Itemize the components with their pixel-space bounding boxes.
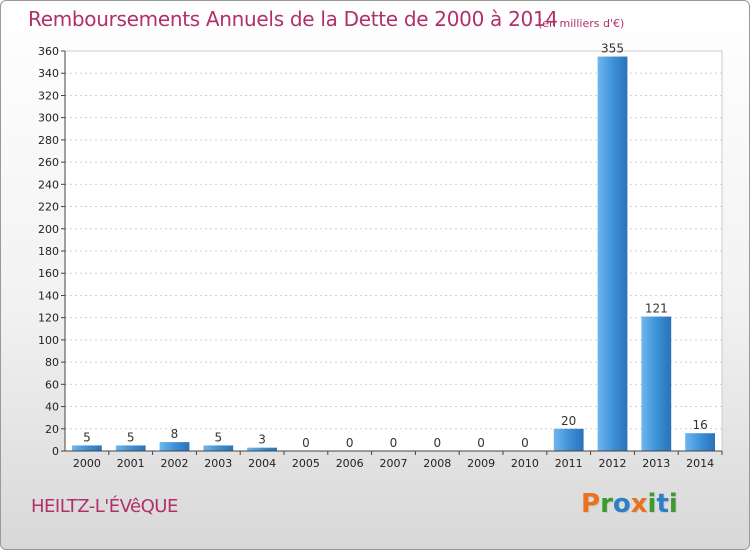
logo-letter: i bbox=[668, 489, 678, 519]
x-tick-label-2005: 2005 bbox=[292, 457, 320, 470]
x-tick-label-2007: 2007 bbox=[380, 457, 408, 470]
value-label-2007: 0 bbox=[390, 436, 398, 450]
y-tick-label: 180 bbox=[38, 245, 59, 258]
y-tick-label: 40 bbox=[45, 401, 59, 414]
x-tick-label-2008: 2008 bbox=[423, 457, 451, 470]
x-tick-label-2000: 2000 bbox=[73, 457, 101, 470]
x-tick-label-2004: 2004 bbox=[248, 457, 276, 470]
y-tick-label: 280 bbox=[38, 134, 59, 147]
x-tick-label-2013: 2013 bbox=[642, 457, 670, 470]
y-tick-label: 300 bbox=[38, 112, 59, 125]
x-tick-label-2014: 2014 bbox=[686, 457, 714, 470]
bar-2003 bbox=[203, 445, 234, 451]
logo-letter: r bbox=[600, 489, 613, 519]
value-label-2005: 0 bbox=[302, 436, 310, 450]
y-tick-label: 260 bbox=[38, 156, 59, 169]
x-tick-label-2003: 2003 bbox=[204, 457, 232, 470]
x-tick-label-2010: 2010 bbox=[511, 457, 539, 470]
y-tick-label: 220 bbox=[38, 201, 59, 214]
y-tick-label: 140 bbox=[38, 289, 59, 302]
logo-letter: P bbox=[581, 489, 601, 519]
x-tick-label-2002: 2002 bbox=[161, 457, 189, 470]
y-tick-label: 360 bbox=[38, 45, 59, 58]
value-label-2009: 0 bbox=[477, 436, 485, 450]
y-tick-label: 100 bbox=[38, 334, 59, 347]
bar-2014 bbox=[685, 433, 715, 451]
x-tick-label-2009: 2009 bbox=[467, 457, 495, 470]
proxiti-logo: Proxiti bbox=[581, 489, 678, 519]
x-tick-label-2001: 2001 bbox=[117, 457, 145, 470]
x-tick-label-2006: 2006 bbox=[336, 457, 364, 470]
value-label-2011: 20 bbox=[561, 414, 576, 428]
y-tick-label: 80 bbox=[45, 356, 59, 369]
value-label-2004: 3 bbox=[258, 433, 266, 447]
bar-2012 bbox=[597, 56, 628, 452]
value-label-2001: 5 bbox=[127, 430, 135, 444]
y-tick-label: 60 bbox=[45, 378, 59, 391]
bar-2011 bbox=[553, 428, 584, 451]
logo-letter: i bbox=[647, 489, 657, 519]
value-label-2014: 16 bbox=[692, 418, 707, 432]
bar-2004 bbox=[247, 447, 277, 451]
y-tick-label: 200 bbox=[38, 223, 59, 236]
bar-2001 bbox=[115, 445, 146, 451]
chart-title: Remboursements Annuels de la Dette de 20… bbox=[28, 7, 558, 31]
y-tick-label: 120 bbox=[38, 312, 59, 325]
x-axis: 2000 2001 2002 2003 2004 2005 2006 2007 2008 2009… bbox=[73, 451, 723, 470]
y-tick-label: 240 bbox=[38, 178, 59, 191]
y-tick-label: 160 bbox=[38, 267, 59, 280]
value-label-2002: 8 bbox=[171, 427, 179, 441]
logo-letter: t bbox=[656, 489, 669, 519]
value-label-2013: 121 bbox=[645, 302, 668, 316]
bars: 5 5 8 5 3 0 0 0 0 0 0 20 355 121 16 bbox=[72, 42, 715, 452]
logo-letter: x bbox=[630, 489, 648, 519]
value-label-2008: 0 bbox=[433, 436, 441, 450]
bar-2000 bbox=[72, 445, 102, 451]
value-label-2006: 0 bbox=[346, 436, 354, 450]
bar-2002 bbox=[159, 442, 190, 451]
value-label-2010: 0 bbox=[521, 436, 529, 450]
y-tick-label: 320 bbox=[38, 89, 59, 102]
value-label-2003: 5 bbox=[214, 430, 222, 444]
y-axis: 0 20 40 60 80 100 120 140 160 180 200 220 240 260 280 3… bbox=[38, 45, 65, 458]
x-tick-label-2012: 2012 bbox=[599, 457, 627, 470]
value-label-2000: 5 bbox=[83, 430, 91, 444]
commune-name: HEILTZ-L'ÉVêQUE bbox=[31, 496, 178, 517]
bar-2013 bbox=[641, 316, 672, 451]
y-tick-label: 0 bbox=[52, 445, 59, 458]
value-label-2012: 355 bbox=[601, 42, 624, 56]
x-tick-label-2011: 2011 bbox=[555, 457, 583, 470]
chart-unit: (en milliers d'€) bbox=[538, 17, 625, 30]
y-tick-label: 20 bbox=[45, 423, 59, 436]
y-tick-label: 340 bbox=[38, 67, 59, 80]
logo-letter: o bbox=[612, 489, 631, 519]
